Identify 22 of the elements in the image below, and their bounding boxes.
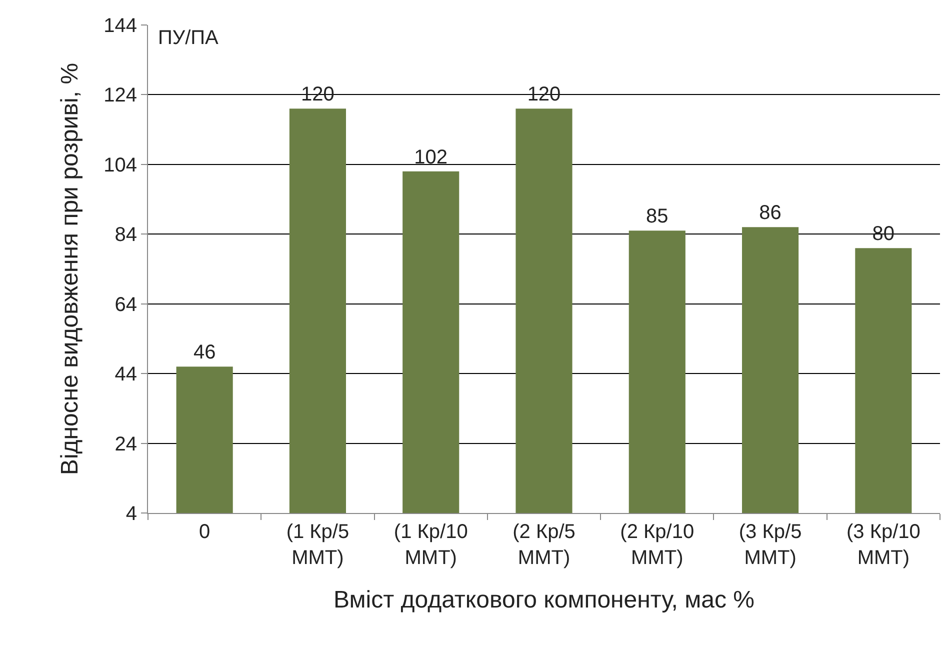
y-tick-label: 44 [114, 364, 137, 386]
x-axis-title: Вміст додаткового компоненту, мас % [334, 586, 754, 614]
y-axis-title: Відносне видовження при розриві, % [56, 62, 84, 476]
x-tick-label: 0 [199, 521, 210, 543]
y-tick-label: 84 [114, 224, 137, 246]
x-tick-label: (1 Кр/10 ММТ) [394, 521, 468, 569]
data-label: 85 [646, 206, 668, 228]
y-tick-label: 24 [114, 433, 137, 456]
y-tick-label: 124 [104, 84, 137, 107]
data-label: 86 [759, 202, 782, 224]
x-tick-label: (1 Кр/5 ММТ) [286, 521, 350, 569]
annotation: ПУ/ПА [158, 27, 220, 49]
y-tick-label: 4 [126, 503, 137, 525]
y-tick-label: 104 [104, 154, 137, 176]
x-tick-label: (3 Кр/10 ММТ) [846, 521, 920, 569]
data-label: 46 [193, 342, 216, 364]
x-tick-label: (2 Кр/5 ММТ) [512, 521, 576, 569]
y-tick-label: 64 [114, 294, 137, 316]
data-label: 102 [414, 146, 448, 168]
x-tick-label: (3 Кр/5 ММТ) [738, 521, 802, 569]
x-tick-label: (2 Кр/10 ММТ) [620, 521, 694, 569]
y-tick-label: 144 [104, 15, 137, 37]
